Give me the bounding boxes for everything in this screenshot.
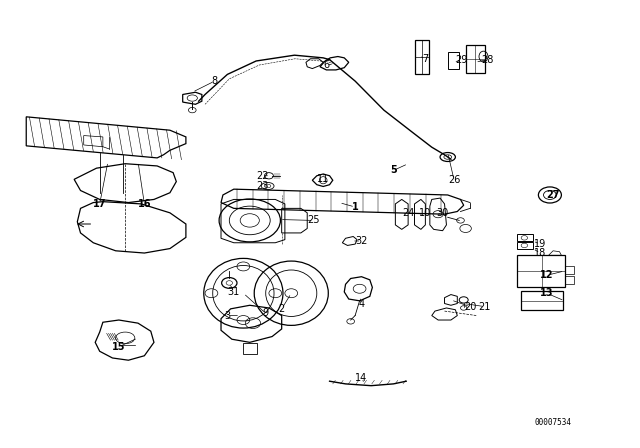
Text: 28: 28: [481, 55, 493, 65]
Text: 12: 12: [540, 270, 554, 280]
Text: 15: 15: [112, 342, 125, 352]
Text: 23: 23: [257, 181, 269, 191]
Text: 19: 19: [534, 239, 547, 249]
Bar: [516, 242, 532, 249]
Bar: [466, 45, 484, 73]
Text: 6: 6: [323, 60, 330, 70]
Text: 29: 29: [456, 55, 468, 65]
Text: 8: 8: [212, 76, 218, 86]
Text: 27: 27: [547, 190, 560, 200]
Text: 26: 26: [448, 175, 460, 185]
Text: 20: 20: [464, 302, 476, 312]
Text: 14: 14: [355, 373, 367, 383]
Text: 10: 10: [419, 208, 431, 218]
Bar: [564, 266, 574, 274]
Bar: [521, 291, 563, 310]
Text: 5: 5: [390, 165, 397, 176]
Text: 4: 4: [358, 299, 365, 310]
Text: 31: 31: [228, 287, 240, 297]
Bar: [516, 255, 564, 288]
Bar: [448, 52, 460, 69]
Text: 3: 3: [225, 310, 230, 321]
Text: 17: 17: [93, 199, 106, 209]
Text: 22: 22: [256, 171, 269, 181]
Bar: [415, 39, 429, 74]
Text: 18: 18: [534, 248, 547, 258]
Text: 21: 21: [479, 302, 491, 312]
Text: 7: 7: [422, 54, 429, 64]
Text: 00007534: 00007534: [534, 418, 572, 427]
Text: 11: 11: [317, 174, 330, 184]
Text: 2: 2: [278, 304, 285, 314]
Text: 13: 13: [540, 288, 554, 298]
Text: 24: 24: [402, 208, 414, 218]
Text: 25: 25: [307, 215, 320, 225]
Bar: [564, 276, 574, 284]
Text: 30: 30: [436, 208, 449, 218]
Bar: [243, 343, 257, 354]
Text: 9: 9: [262, 308, 269, 319]
Text: 32: 32: [355, 236, 368, 246]
Bar: [516, 234, 532, 241]
Text: 16: 16: [138, 199, 151, 209]
Text: 1: 1: [352, 202, 358, 212]
